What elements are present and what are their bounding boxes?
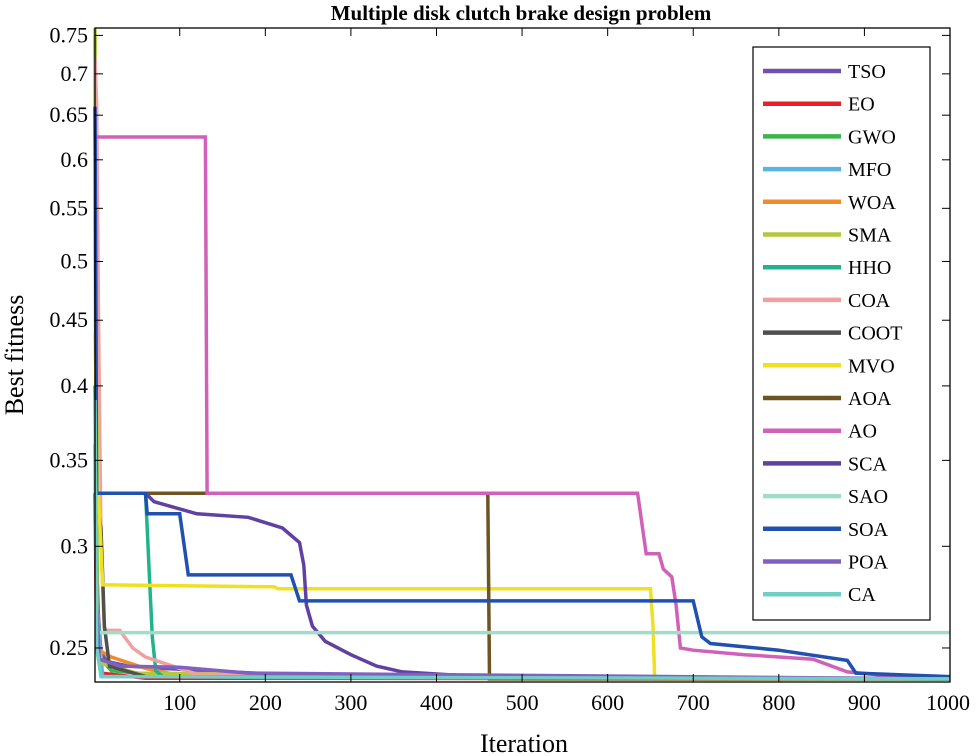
legend-label-tso: TSO	[848, 61, 886, 83]
legend-label-coa: COA	[848, 290, 891, 312]
legend: TSO EO GWO MFO WOA SMA HHO COA COOT MVO AOA AO SCA SA…	[752, 46, 931, 621]
x-axis-ticks: 100 200 300 400 500 600 700 800 900 1000	[163, 28, 970, 715]
legend-label-gwo: GWO	[848, 126, 896, 148]
legend-label-woa: WOA	[848, 192, 896, 214]
legend-label-soa: SOA	[848, 519, 889, 541]
x-tick-label: 400	[420, 690, 453, 715]
x-tick-label: 200	[249, 690, 282, 715]
legend-label-ao: AO	[848, 421, 877, 443]
x-tick-label: 600	[591, 690, 624, 715]
series-line-mvo	[93, 332, 950, 681]
legend-label-sao: SAO	[848, 486, 888, 508]
legend-label-mfo: MFO	[848, 159, 891, 181]
series-line-ca	[93, 399, 951, 681]
y-tick-label: 0.6	[61, 147, 89, 172]
legend-label-eo: EO	[848, 94, 875, 116]
y-tick-label: 0.3	[61, 533, 89, 558]
x-tick-label: 700	[677, 690, 710, 715]
x-tick-label: 300	[334, 690, 367, 715]
legend-label-ca: CA	[848, 584, 876, 606]
y-tick-label: 0.75	[50, 22, 89, 47]
y-tick-label: 0.65	[50, 102, 89, 127]
legend-label-aoa: AOA	[848, 388, 892, 410]
x-tick-label: 800	[762, 690, 795, 715]
series-line-ao	[95, 135, 951, 681]
series-line-soa	[93, 106, 951, 679]
y-tick-label: 0.55	[50, 195, 89, 220]
y-tick-label: 0.35	[50, 447, 89, 472]
series-line-sca	[95, 491, 951, 681]
chart-title: Multiple disk clutch brake design proble…	[331, 1, 712, 25]
x-axis-label: Iteration	[480, 729, 568, 756]
x-tick-label: 900	[848, 690, 881, 715]
y-tick-label: 0.4	[61, 373, 89, 398]
y-axis-label: Best fitness	[0, 295, 29, 416]
y-tick-label: 0.7	[61, 61, 89, 86]
legend-label-sca: SCA	[848, 453, 887, 475]
legend-label-mvo: MVO	[848, 355, 895, 377]
legend-label-hho: HHO	[848, 257, 891, 279]
x-tick-label: 1000	[926, 690, 970, 715]
series-layer	[93, 27, 951, 681]
y-tick-label: 0.45	[50, 307, 89, 332]
y-tick-label: 0.5	[61, 248, 89, 273]
x-tick-label: 100	[163, 690, 196, 715]
legend-label-sma: SMA	[848, 225, 892, 247]
legend-label-poa: POA	[848, 552, 889, 574]
x-tick-label: 500	[506, 690, 539, 715]
y-axis-ticks: 0.25 0.3 0.35 0.4 0.45 0.5 0.55 0.6 0.65 0.7 0.75	[50, 22, 950, 660]
legend-label-coot: COOT	[848, 323, 902, 345]
y-tick-label: 0.25	[50, 635, 89, 660]
